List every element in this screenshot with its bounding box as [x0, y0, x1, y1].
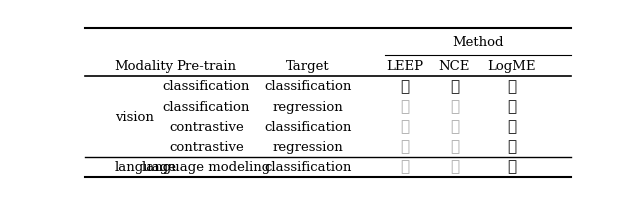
Text: ✓: ✓	[400, 80, 410, 93]
Text: ✗: ✗	[400, 160, 410, 174]
Text: vision: vision	[115, 110, 154, 123]
Text: Pre-train: Pre-train	[177, 60, 237, 73]
Text: ✓: ✓	[450, 80, 459, 93]
Text: ✗: ✗	[450, 160, 459, 174]
Text: language: language	[115, 160, 177, 173]
Text: classification: classification	[264, 160, 352, 173]
Text: ✗: ✗	[400, 120, 410, 134]
Text: LogME: LogME	[487, 60, 536, 73]
Text: ✓: ✓	[507, 100, 516, 114]
Text: regression: regression	[273, 140, 344, 153]
Text: classification: classification	[264, 80, 352, 93]
Text: ✓: ✓	[507, 160, 516, 174]
Text: contrastive: contrastive	[169, 120, 244, 133]
Text: ✗: ✗	[450, 140, 459, 154]
Text: ✗: ✗	[450, 120, 459, 134]
Text: language modeling: language modeling	[142, 160, 271, 173]
Text: ✓: ✓	[507, 120, 516, 134]
Text: ✗: ✗	[450, 100, 459, 114]
Text: NCE: NCE	[439, 60, 470, 73]
Text: Modality: Modality	[115, 60, 174, 73]
Text: Target: Target	[286, 60, 330, 73]
Text: classification: classification	[163, 80, 250, 93]
Text: ✗: ✗	[400, 100, 410, 114]
Text: LEEP: LEEP	[387, 60, 424, 73]
Text: classification: classification	[163, 100, 250, 113]
Text: contrastive: contrastive	[169, 140, 244, 153]
Text: regression: regression	[273, 100, 344, 113]
Text: ✓: ✓	[507, 80, 516, 93]
Text: Method: Method	[452, 36, 504, 49]
Text: classification: classification	[264, 120, 352, 133]
Text: ✗: ✗	[400, 140, 410, 154]
Text: ✓: ✓	[507, 140, 516, 154]
